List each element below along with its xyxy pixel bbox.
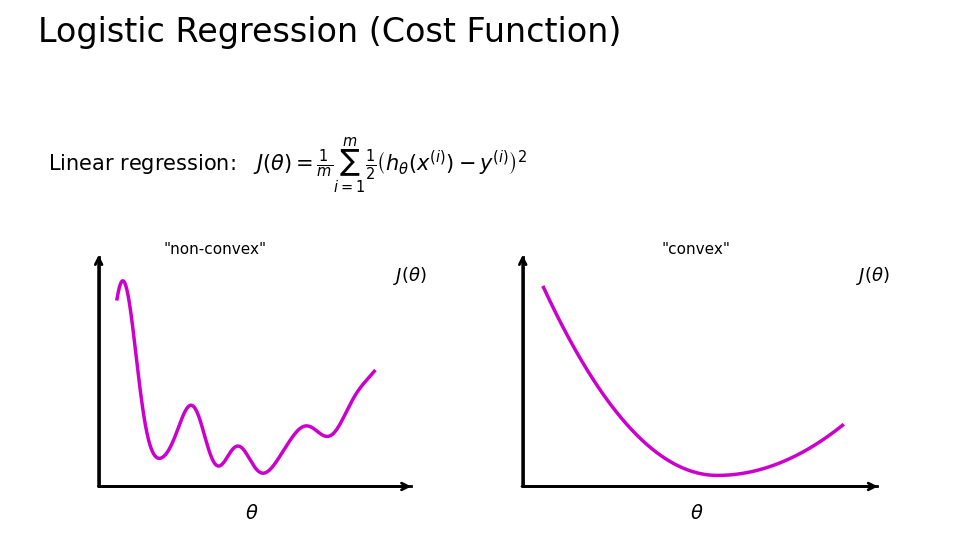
Text: $J(\theta)$: $J(\theta)$ xyxy=(393,266,426,287)
Text: "convex": "convex" xyxy=(662,241,731,256)
Text: Linear regression:   $J(\theta) = \frac{1}{m} \sum_{i=1}^{m}\frac{1}{2}\left(h_\: Linear regression: $J(\theta) = \frac{1}… xyxy=(48,135,528,194)
Text: "non-convex": "non-convex" xyxy=(163,241,267,256)
Text: $\theta$: $\theta$ xyxy=(245,504,258,523)
Text: Logistic Regression (Cost Function): Logistic Regression (Cost Function) xyxy=(38,16,622,49)
Text: $\theta$: $\theta$ xyxy=(689,504,704,523)
Text: $J(\theta)$: $J(\theta)$ xyxy=(856,266,890,287)
